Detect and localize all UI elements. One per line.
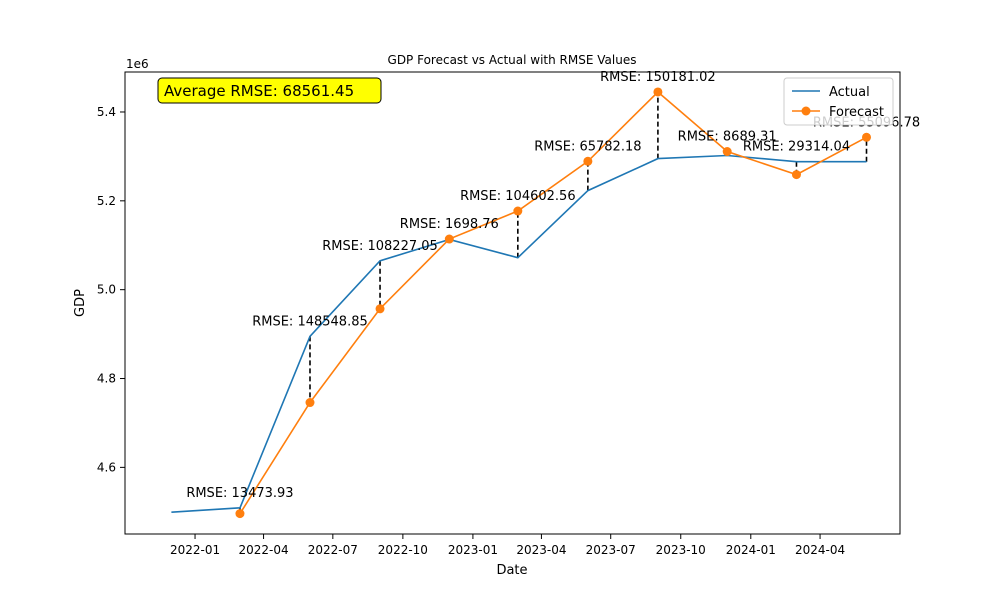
rmse-annotation: RMSE: 8689.31 — [678, 130, 777, 145]
rmse-annotation: RMSE: 13473.93 — [186, 486, 293, 501]
y-tick-label: 5.4 — [97, 105, 116, 119]
rmse-annotation: RMSE: 104602.56 — [460, 189, 576, 204]
x-tick-label: 2023-07 — [586, 543, 636, 557]
x-tick-label: 2023-10 — [656, 543, 706, 557]
forecast-series-line — [239, 90, 867, 515]
x-tick-label: 2023-04 — [516, 543, 566, 557]
forecast-point — [444, 234, 454, 244]
x-axis-label: Date — [496, 563, 527, 578]
legend-actual-label: Actual — [829, 85, 870, 100]
actual-series-line — [171, 154, 867, 513]
y-tick-label: 5.0 — [97, 283, 116, 297]
y-tick-label: 4.6 — [97, 460, 116, 474]
legend-frame — [783, 77, 894, 126]
y-offset-label: 1e6 — [126, 57, 149, 71]
forecast-point — [235, 509, 245, 519]
forecast-point — [583, 156, 593, 166]
rmse-annotation: RMSE: 29314.04 — [743, 140, 850, 155]
x-tick-label: 2022-01 — [170, 543, 220, 557]
y-tick-label: 4.8 — [97, 372, 116, 386]
forecast-point — [305, 398, 315, 408]
rmse-annotation: RMSE: 1698.76 — [400, 217, 499, 232]
chart-title: GDP Forecast vs Actual with RMSE Values — [388, 53, 637, 67]
x-tick-label: 2022-10 — [378, 543, 428, 557]
forecast-point — [722, 147, 732, 157]
forecast-point — [513, 206, 523, 216]
rmse-annotation: RMSE: 65782.18 — [534, 139, 641, 154]
x-tick-label: 2024-04 — [795, 543, 845, 557]
x-tick-label: 2022-07 — [308, 543, 358, 557]
plot-frame — [124, 71, 901, 535]
forecast-point — [862, 132, 872, 142]
y-axis-label: GDP — [73, 289, 88, 317]
y-tick-label: 5.2 — [97, 194, 116, 208]
rmse-annotation: RMSE: 150181.02 — [600, 70, 716, 85]
x-tick-label: 2022-04 — [238, 543, 288, 557]
legend: Actual Forecast — [783, 77, 894, 126]
rmse-annotation: RMSE: 148548.85 — [252, 314, 368, 329]
forecast-point — [791, 170, 801, 180]
average-rmse-background — [157, 77, 382, 104]
x-tick-label: 2024-01 — [726, 543, 776, 557]
forecast-point — [653, 87, 663, 97]
forecast-point — [375, 304, 385, 314]
x-tick-label: 2023-01 — [448, 543, 498, 557]
rmse-annotation: RMSE: 108227.05 — [322, 239, 438, 254]
legend-forecast-marker — [801, 106, 811, 116]
average-rmse-label: Average RMSE: 68561.45 — [164, 82, 354, 100]
legend-forecast-label: Forecast — [829, 105, 884, 120]
plot-area: 2022-01 2022-04 2022-07 2022-10 2023-01 2023-… — [97, 70, 920, 557]
average-rmse-box: Average RMSE: 68561.45 — [157, 77, 382, 104]
